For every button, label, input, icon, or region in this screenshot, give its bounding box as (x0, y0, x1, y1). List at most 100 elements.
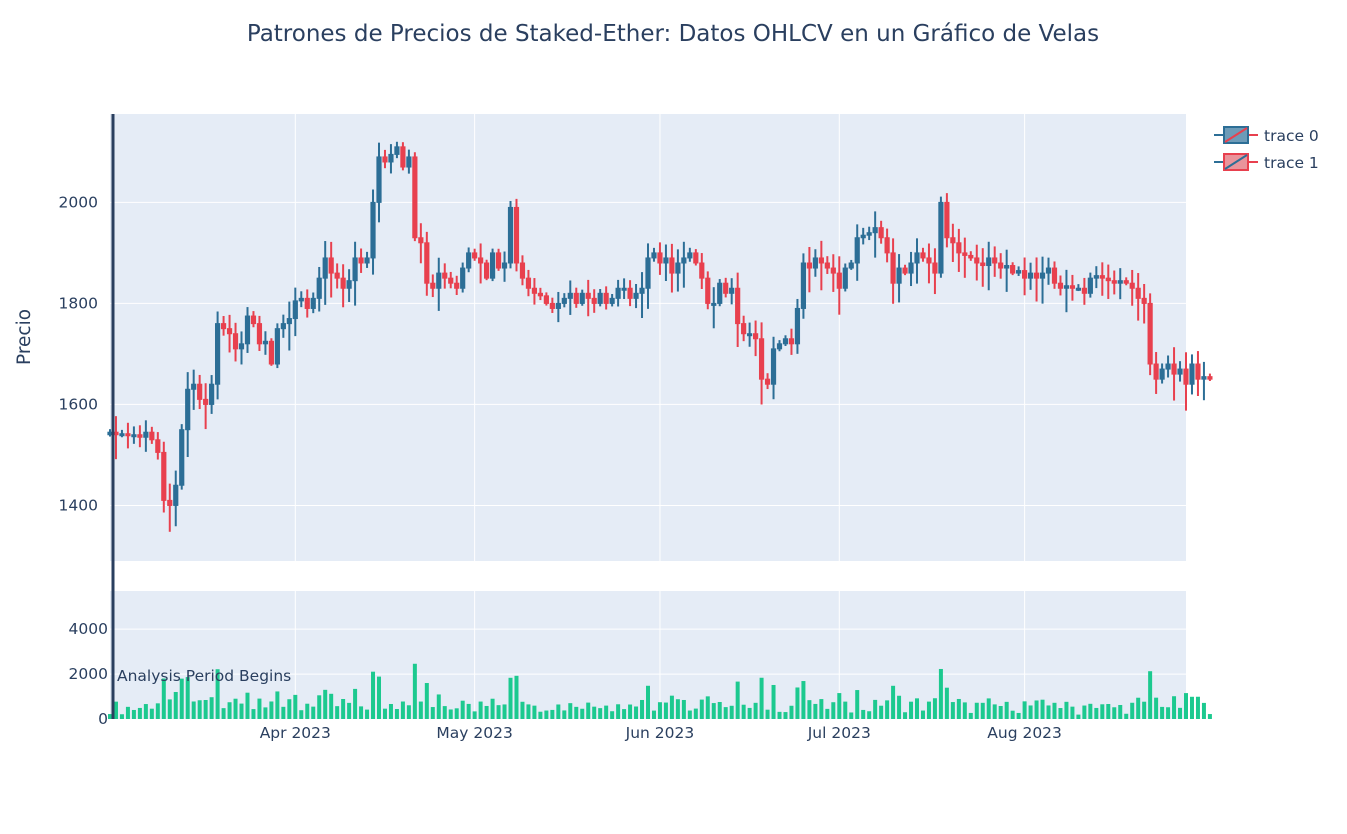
candle-body (197, 383, 203, 400)
candle-body (872, 227, 878, 234)
volume-bar (1195, 696, 1200, 719)
candle-body (1189, 363, 1195, 385)
volume-bar (472, 711, 477, 719)
volume-bar (412, 663, 417, 719)
volume-bar (998, 706, 1003, 719)
volume-bar (795, 687, 800, 719)
candle-body (1105, 277, 1111, 282)
volume-bar (580, 708, 585, 719)
candle-body (776, 343, 783, 350)
candle-body (310, 297, 316, 309)
volume-bar (622, 709, 627, 719)
volume-bar (1004, 701, 1009, 719)
volume-bar (496, 705, 501, 719)
volume-bar (1148, 671, 1153, 719)
candle-body (1045, 267, 1052, 274)
candle-body (394, 146, 400, 155)
candle-body (1177, 368, 1183, 375)
candle-body (711, 302, 717, 306)
volume-bar (741, 704, 746, 719)
candle-body (179, 429, 185, 486)
candle-body (1051, 267, 1058, 284)
volume-bar (478, 701, 483, 719)
volume-bar (861, 709, 866, 719)
candle-body (519, 262, 526, 279)
volume-bar (562, 710, 567, 719)
candle-body (705, 277, 711, 304)
candle-body (884, 237, 890, 254)
candle-body (316, 277, 322, 299)
volume-bar (747, 707, 752, 719)
candle-body (430, 282, 436, 289)
candle-body (1123, 280, 1129, 284)
volume-bar (1022, 701, 1027, 719)
candle-body (262, 340, 269, 345)
volume-bar (729, 705, 734, 719)
candle-body (747, 333, 753, 337)
candle-body (986, 257, 992, 267)
volume-bar (1207, 714, 1212, 719)
candle-body (388, 153, 394, 163)
volume-bar (1160, 706, 1165, 719)
volume-bar (717, 701, 722, 719)
volume-bar (944, 687, 949, 719)
legend-label: trace 1 (1264, 154, 1319, 172)
candle-body (627, 287, 633, 299)
candle-body (699, 262, 705, 279)
volume-bar (1106, 704, 1111, 719)
volume-bar (466, 703, 471, 719)
candle-body (167, 499, 173, 506)
candle-body (203, 398, 209, 405)
candle-body (735, 287, 741, 325)
candle-body (741, 323, 747, 335)
candle-body (687, 252, 693, 259)
volume-bar (903, 712, 908, 719)
volume-bar (735, 681, 740, 719)
volume-bar (520, 701, 525, 719)
volume-bar (723, 707, 728, 719)
candle-body (639, 287, 645, 294)
volume-bar (920, 710, 925, 719)
candle-body (495, 252, 502, 269)
volume-bar (1130, 702, 1135, 719)
candle-body (125, 433, 131, 437)
volume-bar (753, 702, 758, 719)
candle-body (848, 262, 854, 269)
candle-body (543, 295, 549, 304)
volume-bar (891, 685, 896, 719)
candle-body (938, 201, 944, 274)
candle-body (346, 280, 352, 289)
volume-bar (299, 710, 304, 719)
candle-body (633, 292, 639, 299)
volume-bar (197, 700, 202, 719)
volume-bar (699, 699, 704, 719)
volume-bar (311, 706, 316, 719)
volume-bar (251, 709, 256, 719)
legend-item-trace-1[interactable]: trace 1 (1214, 153, 1319, 172)
candle-body (1195, 363, 1201, 380)
candle-body (812, 257, 818, 269)
candle-body (1135, 287, 1141, 299)
volume-bar (819, 699, 824, 719)
candle-body (854, 237, 860, 264)
legend-swatch-icon (1214, 153, 1258, 171)
candle-body (878, 227, 884, 239)
volume-bar (143, 704, 148, 719)
volume-bar (161, 678, 166, 719)
candle-body (250, 315, 257, 325)
volume-bar (1154, 697, 1159, 719)
volume-bar (155, 703, 160, 719)
candle-body (1153, 363, 1159, 380)
date-tick-label: Jun 2023 (625, 724, 695, 742)
volume-bar (837, 693, 842, 719)
candle-body (992, 257, 998, 264)
candle-body (974, 257, 980, 264)
legend-item-trace-0[interactable]: trace 0 (1214, 126, 1319, 145)
volume-bar (657, 702, 662, 719)
volume-bar (974, 702, 979, 719)
volume-bar (371, 671, 376, 719)
candle-body (890, 252, 896, 284)
candle-body (836, 272, 842, 289)
candle-body (400, 146, 406, 168)
volume-bar (1010, 710, 1015, 719)
